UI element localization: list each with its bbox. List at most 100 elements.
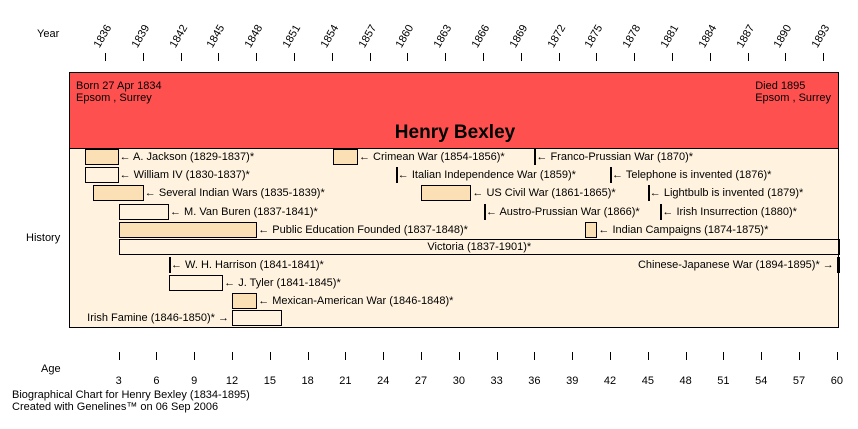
- caption-line-2: Created with Genelines™ on 06 Sep 2006: [12, 401, 219, 413]
- age-tick-label: 18: [301, 375, 314, 387]
- year-tick-label: 1872: [545, 22, 568, 50]
- year-tick-mark: [747, 53, 749, 61]
- age-tick-mark: [496, 352, 498, 360]
- age-tick-mark: [118, 352, 120, 360]
- event-label: ← M. Van Buren (1837-1841)*: [170, 206, 318, 218]
- event-bar: [84, 167, 119, 183]
- age-tick-label: 45: [641, 375, 654, 387]
- history-band: ← A. Jackson (1829-1837)* ← Crimean War (…: [69, 149, 840, 328]
- age-tick-label: 48: [679, 375, 692, 387]
- year-tick-mark: [709, 53, 711, 61]
- year-tick-label: 1866: [469, 22, 493, 50]
- birth-date: Born 27 Apr 1834: [76, 80, 162, 92]
- event-bar: [84, 149, 119, 165]
- age-row-label: Age: [41, 363, 61, 375]
- age-tick-label: 33: [490, 375, 503, 387]
- event-bar: [421, 185, 472, 201]
- event-bar: [232, 293, 258, 309]
- year-tick-mark: [596, 53, 598, 61]
- age-tick-mark: [761, 352, 763, 360]
- person-name: Henry Bexley: [394, 122, 516, 143]
- age-tick-label: 39: [566, 375, 579, 387]
- year-tick-mark: [445, 53, 447, 61]
- year-tick-mark: [105, 53, 106, 61]
- age-tick-mark: [345, 352, 347, 360]
- birth-place: Epsom , Surrey: [76, 92, 152, 104]
- event-bar: [660, 204, 663, 220]
- year-tick-label: 1854: [318, 22, 342, 50]
- age-tick-label: 36: [528, 375, 541, 387]
- age-tick-label: 42: [603, 375, 617, 387]
- age-tick-label: 9: [191, 375, 198, 387]
- age-tick-label: 60: [830, 375, 843, 387]
- event-bar: [169, 275, 224, 291]
- age-tick-mark: [685, 352, 687, 360]
- year-tick-mark: [785, 53, 787, 61]
- age-tick-mark: [383, 352, 385, 360]
- age-tick-label: 12: [225, 375, 239, 387]
- year-tick-label: 1878: [620, 22, 644, 50]
- event-label: ← Several Indian Wars (1835-1839)*: [144, 187, 325, 199]
- event-bar: [647, 185, 650, 201]
- event-label: ← J. Tyler (1841-1845)*: [224, 277, 341, 289]
- event-label: ← Mexican-American War (1846-1848)*: [258, 295, 454, 307]
- age-tick-mark: [647, 352, 649, 360]
- age-tick-mark: [194, 352, 196, 360]
- event-label: ← US Civil War (1861-1865)*: [472, 187, 616, 199]
- age-tick-mark: [156, 352, 158, 360]
- event-label: ← Italian Independence War (1859)*: [397, 169, 576, 181]
- age-tick-mark: [269, 352, 271, 360]
- event-bar: [395, 167, 398, 183]
- age-tick-mark: [421, 352, 423, 360]
- year-tick-mark: [407, 53, 409, 61]
- caption-line-1: Biographical Chart for Henry Bexley (183…: [12, 389, 250, 401]
- event-label: Victoria (1837-1901)*: [427, 241, 532, 253]
- year-tick-mark: [331, 53, 333, 61]
- age-tick-mark: [723, 352, 725, 360]
- event-bar: [836, 257, 840, 273]
- year-tick-label: 1842: [167, 22, 190, 50]
- age-tick-label: 30: [452, 375, 465, 387]
- year-tick-label: 1857: [356, 22, 379, 50]
- year-tick-label: 1884: [696, 22, 720, 50]
- year-tick-mark: [520, 53, 522, 61]
- event-bar: [93, 185, 144, 201]
- year-tick-mark: [294, 53, 295, 61]
- event-label: ← Franco-Prussian War (1870)*: [536, 151, 694, 163]
- event-label: ← W. H. Harrison (1841-1841)*: [171, 259, 324, 271]
- event-bar: [534, 149, 537, 165]
- event-label: ← Austro-Prussian War (1866)*: [486, 206, 640, 218]
- year-tick-label: 1869: [507, 22, 531, 50]
- year-tick-label: 1890: [771, 22, 795, 50]
- death-info: Died 1895 Epsom , Surrey: [755, 80, 831, 104]
- event-bar: [232, 310, 283, 326]
- age-tick-label: 21: [339, 375, 352, 387]
- event-bar: [118, 239, 840, 255]
- death-place: Epsom , Surrey: [755, 92, 831, 104]
- year-tick-mark: [180, 53, 182, 61]
- event-label: ← Lightbulb is invented (1879)*: [649, 187, 804, 199]
- year-row-label: Year: [37, 28, 60, 40]
- event-bar: [610, 167, 612, 183]
- event-label: ← A. Jackson (1829-1837)*: [119, 151, 255, 163]
- year-tick-mark: [634, 53, 636, 61]
- history-row-label: History: [26, 232, 61, 244]
- age-tick-label: 27: [414, 375, 428, 387]
- age-tick-mark: [610, 352, 612, 360]
- year-tick-mark: [672, 53, 673, 61]
- event-label: ← Indian Campaigns (1874-1875)*: [598, 224, 769, 236]
- event-label: ← Public Education Founded (1837-1848)*: [258, 224, 468, 236]
- year-tick-label: 1836: [91, 22, 115, 50]
- year-tick-mark: [369, 53, 371, 61]
- event-bar: [169, 257, 171, 273]
- year-tick-mark: [256, 53, 258, 61]
- year-tick-mark: [218, 53, 220, 61]
- year-tick-label: 1839: [129, 22, 153, 50]
- event-bar: [584, 222, 598, 238]
- life-span-band: Born 27 Apr 1834 Epsom , Surrey Died 189…: [69, 72, 839, 149]
- age-tick-label: 51: [717, 375, 730, 387]
- year-tick-mark: [558, 53, 560, 61]
- chart-caption: Biographical Chart for Henry Bexley (183…: [12, 389, 250, 413]
- event-label: ← William IV (1830-1837)*: [119, 169, 250, 181]
- year-tick-label: 1851: [280, 22, 304, 50]
